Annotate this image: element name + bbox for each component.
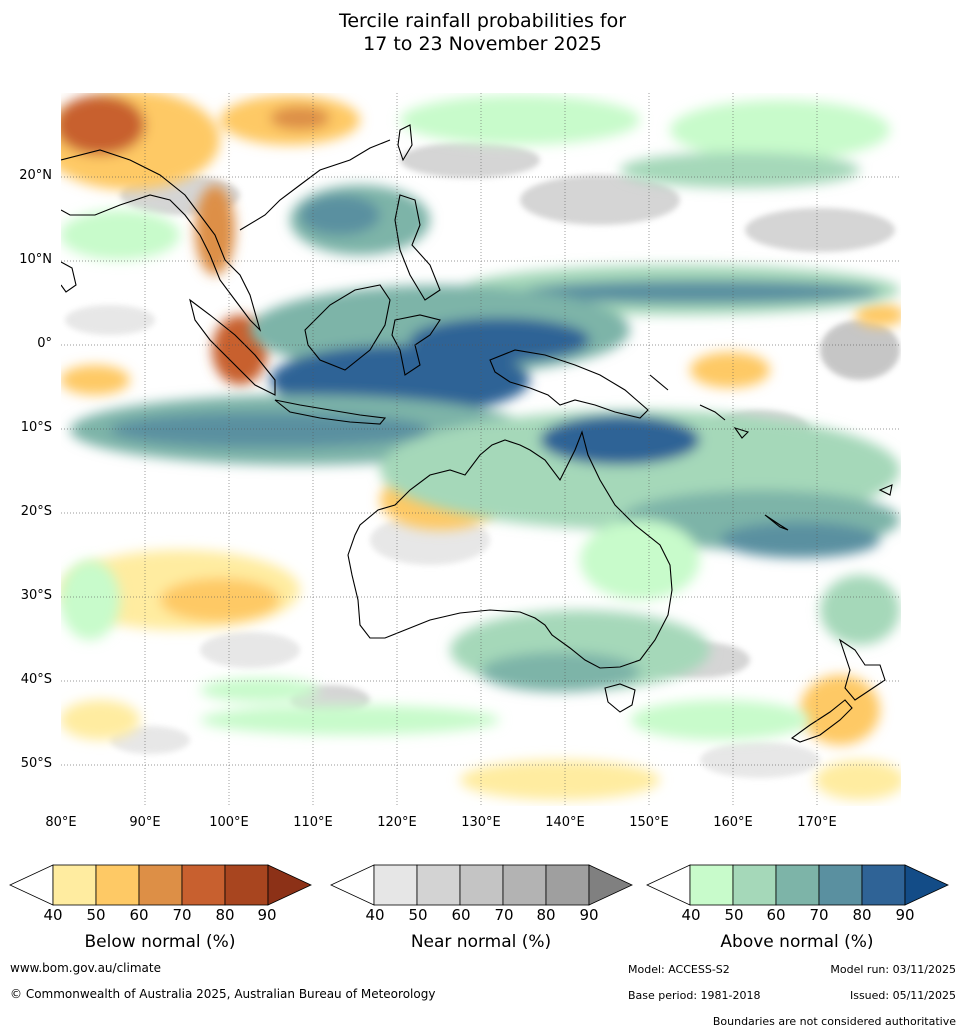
above-tick-60: 60 [766,906,786,924]
map-title: Tercile rainfall probabilities for 17 to… [0,10,965,56]
title-line-2: 17 to 23 November 2025 [363,33,602,55]
lat-label-40s: 40°S [20,672,52,687]
lat-label-0: 0° [37,336,52,351]
below-tick-70: 70 [172,906,192,924]
base-period: Base period: 1981-2018 [628,989,761,1002]
near-tick-80: 80 [536,906,556,924]
model-name: Model: ACCESS-S2 [628,963,730,976]
lon-label-90e: 90°E [129,815,161,830]
near-extend-high [588,864,633,906]
above-tick-50: 50 [724,906,744,924]
below-swatch-4 [181,864,226,906]
near-swatch-4 [502,864,547,906]
below-tick-50: 50 [86,906,106,924]
near-extend-low [330,864,375,906]
above-swatch-5 [861,864,906,906]
above-tick-40: 40 [681,906,701,924]
near-swatch-5 [545,864,590,906]
below-tick-40: 40 [43,906,63,924]
lat-label-50s: 50°S [20,756,52,771]
below-swatch-1 [52,864,97,906]
near-normal-label: Near normal (%) [410,932,552,952]
above-extend-low [646,864,691,906]
colorbar-below-normal [9,864,312,906]
below-swatch-3 [138,864,183,906]
above-swatch-2 [732,864,777,906]
above-tick-90: 90 [895,906,915,924]
copyright-text: © Commonwealth of Australia 2025, Austra… [10,987,436,1001]
lat-label-10n: 10°N [19,252,52,267]
below-swatch-5 [224,864,269,906]
above-tick-80: 80 [852,906,872,924]
lon-label-100e: 100°E [209,815,249,830]
near-tick-40: 40 [365,906,385,924]
near-tick-50: 50 [408,906,428,924]
colorbar-above-normal [646,864,949,906]
above-tick-70: 70 [809,906,829,924]
title-line-1: Tercile rainfall probabilities for [338,10,627,32]
website-link[interactable]: www.bom.gov.au/climate [10,961,161,975]
near-swatch-1 [373,864,418,906]
below-extend-high [267,864,312,906]
boundaries-disclaimer: Boundaries are not considered authoritat… [712,1015,956,1028]
near-tick-60: 60 [451,906,471,924]
coastlines [61,124,893,743]
colorbar-near-normal [330,864,633,906]
near-swatch-2 [416,864,461,906]
lat-label-10s: 10°S [20,420,52,435]
lon-label-80e: 80°E [45,815,77,830]
above-swatch-4 [818,864,863,906]
below-swatch-2 [95,864,140,906]
below-tick-80: 80 [215,906,235,924]
above-extend-high [904,864,949,906]
below-tick-90: 90 [257,906,277,924]
lon-label-120e: 120°E [377,815,417,830]
near-swatch-3 [459,864,504,906]
lon-label-150e: 150°E [629,815,669,830]
lat-label-20n: 20°N [19,168,52,183]
below-tick-60: 60 [129,906,149,924]
below-normal-label: Below normal (%) [84,932,236,952]
model-run-date: Model run: 03/11/2025 [830,963,956,976]
lon-label-160e: 160°E [713,815,753,830]
lat-label-30s: 30°S [20,588,52,603]
lon-label-110e: 110°E [293,815,333,830]
issued-date: Issued: 05/11/2025 [849,989,956,1002]
lon-label-170e: 170°E [797,815,837,830]
probability-field [61,93,901,806]
above-swatch-1 [689,864,734,906]
near-tick-70: 70 [494,906,514,924]
lon-label-130e: 130°E [461,815,501,830]
graticule [61,93,901,806]
lon-label-140e: 140°E [545,815,585,830]
below-extend-low [9,864,54,906]
near-tick-90: 90 [579,906,599,924]
lat-label-20s: 20°S [20,504,52,519]
above-swatch-3 [775,864,820,906]
above-normal-label: Above normal (%) [720,932,874,952]
